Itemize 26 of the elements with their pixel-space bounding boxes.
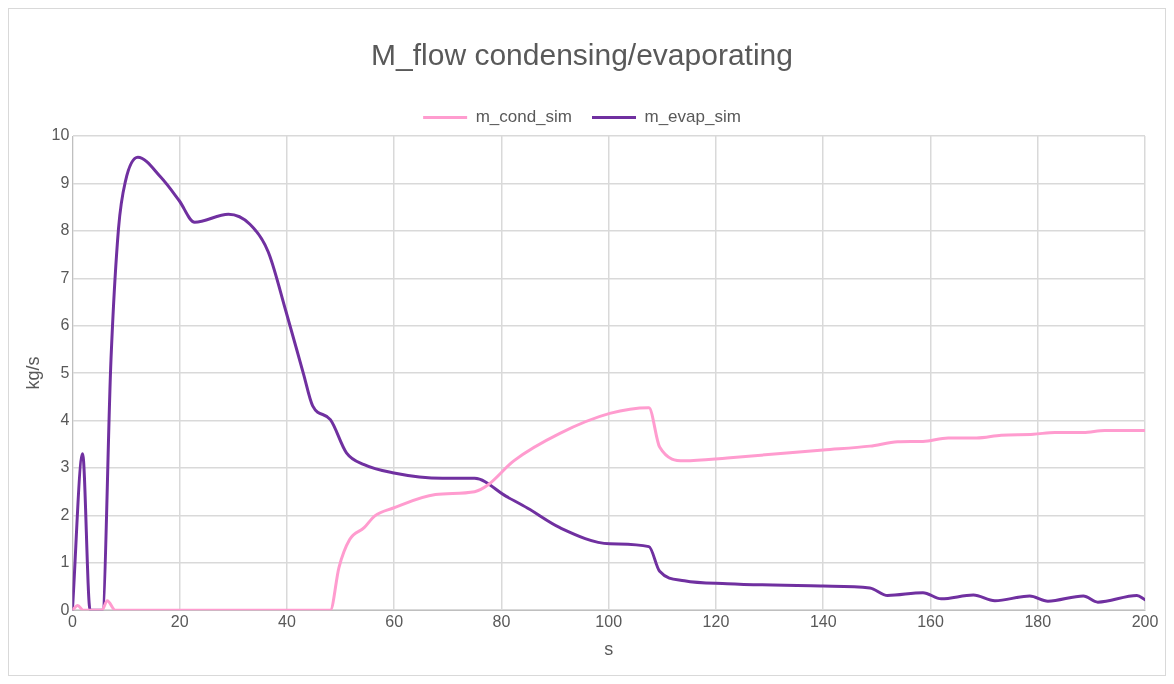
- y-tick-label: 9: [60, 173, 70, 191]
- x-tick-label: 100: [595, 613, 623, 631]
- x-tick-label: 60: [385, 613, 404, 631]
- chart-title: M_flow condensing/evaporating: [371, 38, 793, 72]
- y-tick-label: 0: [60, 600, 70, 618]
- x-tick-label: 160: [917, 613, 944, 631]
- x-tick-label: 40: [278, 613, 296, 631]
- legend-label: m_evap_sim: [644, 107, 741, 127]
- y-tick-label: 10: [51, 126, 70, 144]
- y-tick-label: 1: [60, 553, 70, 571]
- legend-label: m_cond_sim: [475, 107, 572, 127]
- y-tick-label: 5: [60, 363, 70, 381]
- y-tick-label: 2: [60, 505, 70, 523]
- x-tick-label: 80: [492, 613, 511, 631]
- y-tick-label: 8: [60, 221, 70, 239]
- x-tick-label: 120: [702, 613, 730, 631]
- y-tick-label: 6: [60, 316, 70, 334]
- y-tick-label: 7: [60, 268, 70, 286]
- y-tick-label: 3: [60, 458, 70, 476]
- x-tick-label: 20: [170, 613, 189, 631]
- x-axis-title: s: [604, 639, 614, 660]
- x-tick-label: 200: [1131, 613, 1159, 631]
- y-tick-label: 4: [60, 410, 70, 428]
- x-tick-label: 140: [809, 613, 837, 631]
- y-axis-title: kg/s: [22, 356, 43, 390]
- x-tick-label: 180: [1024, 613, 1052, 631]
